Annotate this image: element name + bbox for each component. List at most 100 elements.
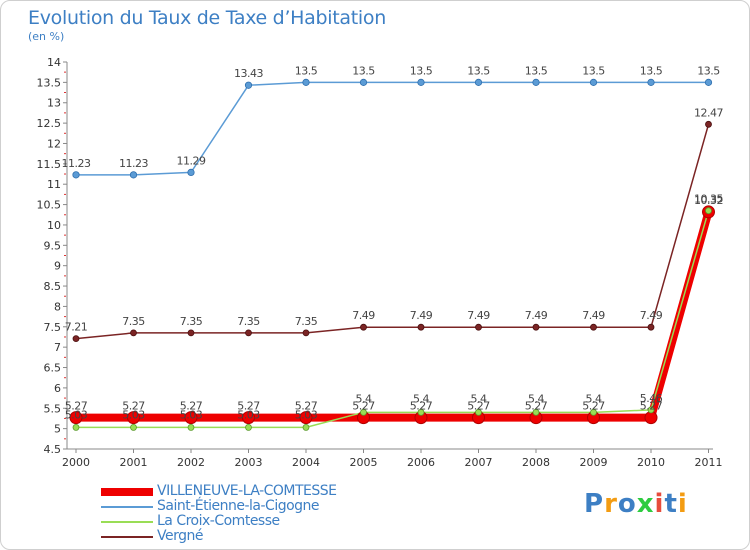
legend-swatch-villeneuve bbox=[101, 487, 153, 496]
logo-letter: t bbox=[664, 489, 678, 519]
x-tick-label: 2005 bbox=[350, 456, 378, 469]
data-point-vergne bbox=[360, 323, 367, 331]
data-label-vergne: 7.35 bbox=[295, 315, 318, 328]
data-label-la-croix: 5.03 bbox=[122, 408, 145, 421]
data-point-saint-etienne bbox=[187, 168, 195, 176]
y-tick-label: 10.5 bbox=[37, 199, 62, 212]
data-label-la-croix: 5.03 bbox=[65, 408, 88, 421]
y-tick-label: 13.5 bbox=[37, 76, 62, 89]
data-point-saint-etienne bbox=[302, 78, 310, 86]
data-point-villeneuve bbox=[184, 411, 198, 425]
data-point-la-croix bbox=[245, 424, 252, 431]
data-label-saint-etienne: 13.5 bbox=[410, 64, 433, 77]
data-label-villeneuve: 5.27 bbox=[122, 400, 145, 413]
data-label-villeneuve: 5.27 bbox=[180, 400, 203, 413]
data-label-vergne: 7.35 bbox=[122, 315, 145, 328]
data-label-saint-etienne: 13.5 bbox=[582, 64, 605, 77]
x-tick-label: 2001 bbox=[120, 456, 148, 469]
data-label-saint-etienne: 13.5 bbox=[352, 64, 375, 77]
data-label-la-croix: 5.03 bbox=[295, 408, 318, 421]
chart-subtitle: (en %) bbox=[28, 30, 65, 43]
data-point-villeneuve bbox=[644, 411, 658, 425]
data-point-vergne bbox=[417, 323, 425, 331]
data-label-la-croix: 5.4 bbox=[586, 392, 602, 405]
legend-item-la-croix: La Croix-Comtesse bbox=[101, 514, 337, 529]
data-label-la-croix: 10.35 bbox=[694, 193, 723, 206]
y-tick-label: 8.5 bbox=[44, 280, 62, 293]
data-label-vergne: 7.35 bbox=[237, 315, 260, 328]
data-label-vergne: 12.47 bbox=[694, 106, 723, 119]
data-point-saint-etienne bbox=[129, 171, 138, 179]
data-point-vergne bbox=[245, 329, 252, 337]
logo-letter: i bbox=[677, 489, 688, 519]
legend-swatch-saint-etienne bbox=[101, 505, 153, 508]
y-tick-label: 7.5 bbox=[44, 321, 62, 334]
data-label-villeneuve: 5.27 bbox=[410, 400, 433, 413]
data-point-la-croix bbox=[647, 406, 655, 414]
data-point-vergne bbox=[72, 335, 80, 343]
x-tick-label: 2011 bbox=[695, 456, 723, 469]
data-point-vergne bbox=[475, 323, 482, 331]
data-label-villeneuve: 5.27 bbox=[237, 400, 260, 413]
data-label-la-croix: 5.4 bbox=[528, 392, 544, 405]
data-label-saint-etienne: 13.5 bbox=[295, 64, 318, 77]
legend-label: VILLENEUVE-LA-COMTESSE bbox=[157, 483, 337, 499]
y-tick-label: 8 bbox=[54, 300, 61, 313]
data-point-saint-etienne bbox=[72, 171, 80, 179]
data-label-villeneuve: 5.27 bbox=[582, 400, 605, 413]
y-tick-label: 6.5 bbox=[44, 362, 62, 375]
logo-letter: i bbox=[654, 489, 665, 519]
data-point-vergne bbox=[302, 329, 310, 337]
data-label-la-croix: 5.4 bbox=[356, 392, 372, 405]
series-lines bbox=[75, 81, 713, 429]
x-tick-label: 2006 bbox=[407, 456, 435, 469]
data-point-saint-etienne bbox=[647, 78, 655, 86]
data-label-villeneuve: 5.27 bbox=[295, 400, 318, 413]
data-point-la-croix bbox=[72, 424, 80, 431]
data-label-vergne: 7.49 bbox=[410, 309, 433, 322]
legend-item-vergne: Vergné bbox=[101, 529, 337, 544]
x-tick-label: 2003 bbox=[235, 456, 263, 469]
data-point-saint-etienne bbox=[532, 78, 540, 86]
y-tick-label: 4.5 bbox=[44, 443, 62, 456]
y-tick-label: 7 bbox=[54, 341, 61, 354]
legend-item-villeneuve: VILLENEUVE-LA-COMTESSE bbox=[101, 484, 337, 499]
legend-item-saint-etienne: Saint-Étienne-la-Cigogne bbox=[101, 499, 337, 514]
data-point-la-croix bbox=[705, 207, 712, 215]
data-label-saint-etienne: 13.5 bbox=[467, 64, 490, 77]
data-point-villeneuve bbox=[127, 411, 140, 425]
series-line-vergne bbox=[75, 124, 710, 340]
data-point-saint-etienne bbox=[244, 81, 253, 89]
data-point-vergne bbox=[187, 329, 195, 337]
y-tick-label: 5 bbox=[54, 423, 61, 436]
data-point-saint-etienne bbox=[359, 78, 368, 86]
data-label-villeneuve: 5.27 bbox=[467, 400, 490, 413]
data-point-villeneuve bbox=[299, 411, 313, 425]
x-tick-label: 2000 bbox=[62, 456, 90, 469]
chart-legend: VILLENEUVE-LA-COMTESSE Saint-Étienne-la-… bbox=[101, 484, 337, 544]
data-point-la-croix bbox=[187, 424, 195, 431]
data-label-vergne: 7.35 bbox=[180, 315, 203, 328]
data-label-la-croix: 5.03 bbox=[237, 408, 260, 421]
data-point-la-croix bbox=[532, 408, 540, 416]
data-label-vergne: 7.21 bbox=[65, 321, 88, 334]
x-tick-label: 2007 bbox=[465, 456, 493, 469]
logo-letter: o bbox=[617, 489, 637, 519]
data-label-villeneuve: 5.27 bbox=[65, 400, 88, 413]
data-point-villeneuve bbox=[242, 411, 255, 425]
x-tick-label: 2008 bbox=[522, 456, 550, 469]
data-point-la-croix bbox=[360, 408, 367, 416]
series-labels: 11.23 11.23 11.29 13.43 13.5 13.5 13.5 13.5 13.5… bbox=[62, 64, 724, 421]
data-label-villeneuve: 5.27 bbox=[352, 400, 375, 413]
x-tick-label: 2002 bbox=[177, 456, 205, 469]
data-point-saint-etienne bbox=[704, 78, 713, 86]
y-tick-label: 6 bbox=[54, 382, 61, 395]
data-point-saint-etienne bbox=[474, 78, 483, 86]
data-label-saint-etienne: 11.23 bbox=[119, 157, 148, 170]
y-tick-label: 10 bbox=[47, 219, 61, 232]
data-point-villeneuve bbox=[69, 411, 83, 425]
data-point-la-croix bbox=[475, 408, 482, 416]
y-tick-label: 9 bbox=[54, 260, 61, 273]
data-point-vergne bbox=[647, 323, 655, 331]
data-label-saint-etienne: 13.43 bbox=[234, 67, 263, 80]
